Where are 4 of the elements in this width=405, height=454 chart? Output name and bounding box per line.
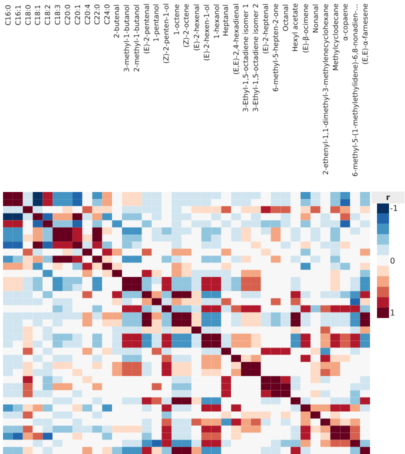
color-bar-label: 1 — [390, 308, 396, 318]
color-bar-label: -1 — [390, 204, 398, 214]
color-bar-title: r — [386, 193, 390, 202]
color-bar-label: 0 — [390, 256, 396, 266]
